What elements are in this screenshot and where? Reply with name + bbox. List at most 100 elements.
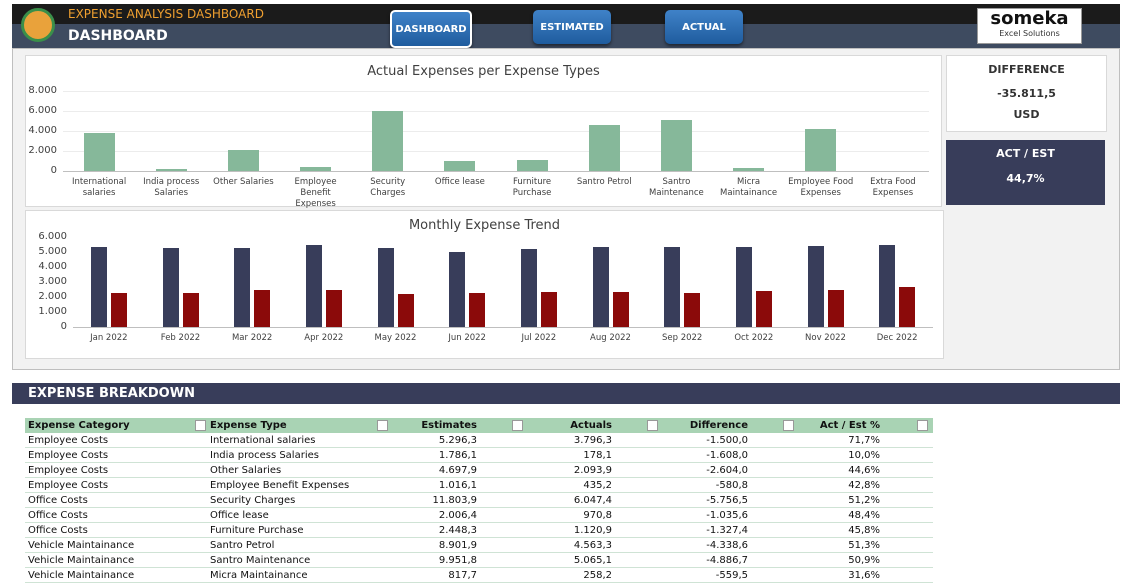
bar [735,246,752,327]
filter-button[interactable] [512,420,523,431]
table-cell: India process Salaries [210,450,319,461]
table-cell: 817,7 [448,570,477,581]
page-title: DASHBOARD [68,28,168,44]
x-tick-label: Other Salaries [213,177,274,187]
table-cell: 71,7% [848,435,880,446]
table-cell: -1.608,0 [706,450,748,461]
kpi-label: ACT / EST [996,147,1055,160]
table-cell: Security Charges [210,495,296,506]
grid-line [63,91,929,92]
bar [182,292,199,327]
table-cell: 970,8 [583,510,612,521]
table-cell: Employee Benefit Expenses [210,480,350,491]
bar [444,161,476,171]
bar [588,125,620,171]
table-cell: -2.604,0 [706,465,748,476]
bar [664,246,681,327]
x-tick-label: Santro Petrol [576,177,632,187]
table-cell: Employee Costs [28,480,109,491]
bar [755,291,772,327]
filter-button[interactable] [917,420,928,431]
table-cell: Furniture Purchase [210,525,304,536]
table-cell: 178,1 [583,450,612,461]
bar [612,291,629,327]
y-tick-label: 2.000 [38,291,67,302]
table-cell: Vehicle Maintainance [28,570,135,581]
table-cell: 45,8% [848,525,880,536]
bar [520,249,537,327]
table-cell: 1.120,9 [573,525,612,536]
x-tick-label: Security Charges [370,177,406,198]
table-cell: 10,0% [848,450,880,461]
filter-button[interactable] [783,420,794,431]
kpi-card: DIFFERENCE -35.811,5 USD [946,55,1107,132]
x-tick-label: India process Salaries [143,177,200,198]
bar [372,110,404,171]
y-tick-label: 3.000 [38,276,67,287]
x-tick-label: Apr 2022 [304,333,344,343]
bar [449,252,466,327]
table-cell: 31,6% [848,570,880,581]
row-divider [25,492,933,493]
y-tick-label: 2.000 [28,145,57,156]
x-tick-label: May 2022 [374,333,417,343]
x-tick-label: Office lease [434,177,485,187]
filter-button[interactable] [195,420,206,431]
table-cell: Vehicle Maintainance [28,555,135,566]
table-cell: 8.901,9 [438,540,477,551]
x-tick-label: Employee Benefit Expenses [294,177,337,209]
table-cell: -1.500,0 [706,435,748,446]
x-tick-label: Extra Food Expenses [870,177,916,198]
x-tick-label: Jun 2022 [448,333,486,343]
bar [397,294,414,327]
bar [90,246,107,327]
y-tick-label: 6.000 [28,105,57,116]
brand-logo[interactable]: someka Excel Solutions [977,8,1082,44]
bar [899,287,916,327]
x-tick-label: Mar 2022 [231,333,273,343]
x-tick-label: Jan 2022 [90,333,128,343]
x-tick-label: Dec 2022 [876,333,918,343]
nav-button[interactable]: ACTUAL [665,10,743,44]
grid-line [63,151,929,152]
table-cell: Micra Maintainance [210,570,308,581]
bar [234,247,251,327]
table-cell: 6.047,4 [573,495,612,506]
x-tick-label: Feb 2022 [160,333,201,343]
table-cell: Office Costs [28,525,88,536]
x-tick-label: Oct 2022 [734,333,774,343]
x-tick-label: Jul 2022 [521,333,557,343]
table-cell: 42,8% [848,480,880,491]
filter-button[interactable] [647,420,658,431]
table-cell: 50,9% [848,555,880,566]
table-cell: 4.697,9 [438,465,477,476]
bar [805,129,837,171]
y-tick-label: 0 [50,165,57,176]
bar [733,168,765,171]
table-cell: 2.448,3 [438,525,477,536]
row-divider [25,447,933,448]
y-tick-label: 6.000 [38,231,67,242]
table-cell: Office Costs [28,495,88,506]
app-title: EXPENSE ANALYSIS DASHBOARD [68,7,264,21]
table-cell: 258,2 [583,570,612,581]
nav-button[interactable]: ESTIMATED [533,10,611,44]
table-cell: 435,2 [583,480,612,491]
nav-button[interactable]: DASHBOARD [390,10,472,48]
grid-line [63,111,929,112]
table-cell: -1.327,4 [706,525,748,536]
table-header [25,418,933,433]
table-cell: 4.563,3 [573,540,612,551]
table-cell: 9.951,8 [438,555,477,566]
table-cell: Other Salaries [210,465,282,476]
bar [227,150,259,171]
x-tick-label: International salaries [71,177,127,198]
filter-button[interactable] [377,420,388,431]
y-tick-label: 4.000 [28,125,57,136]
breakdown-table: Expense Category Expense Type Estimates Act… [25,418,933,585]
table-cell: 51,2% [848,495,880,506]
x-tick-label: Micra Maintainance [720,177,778,198]
chart-card: Monthly Expense Trend 0 1.000 2.000 3.000 4.0… [25,210,944,359]
y-tick-label: 5.000 [38,246,67,257]
